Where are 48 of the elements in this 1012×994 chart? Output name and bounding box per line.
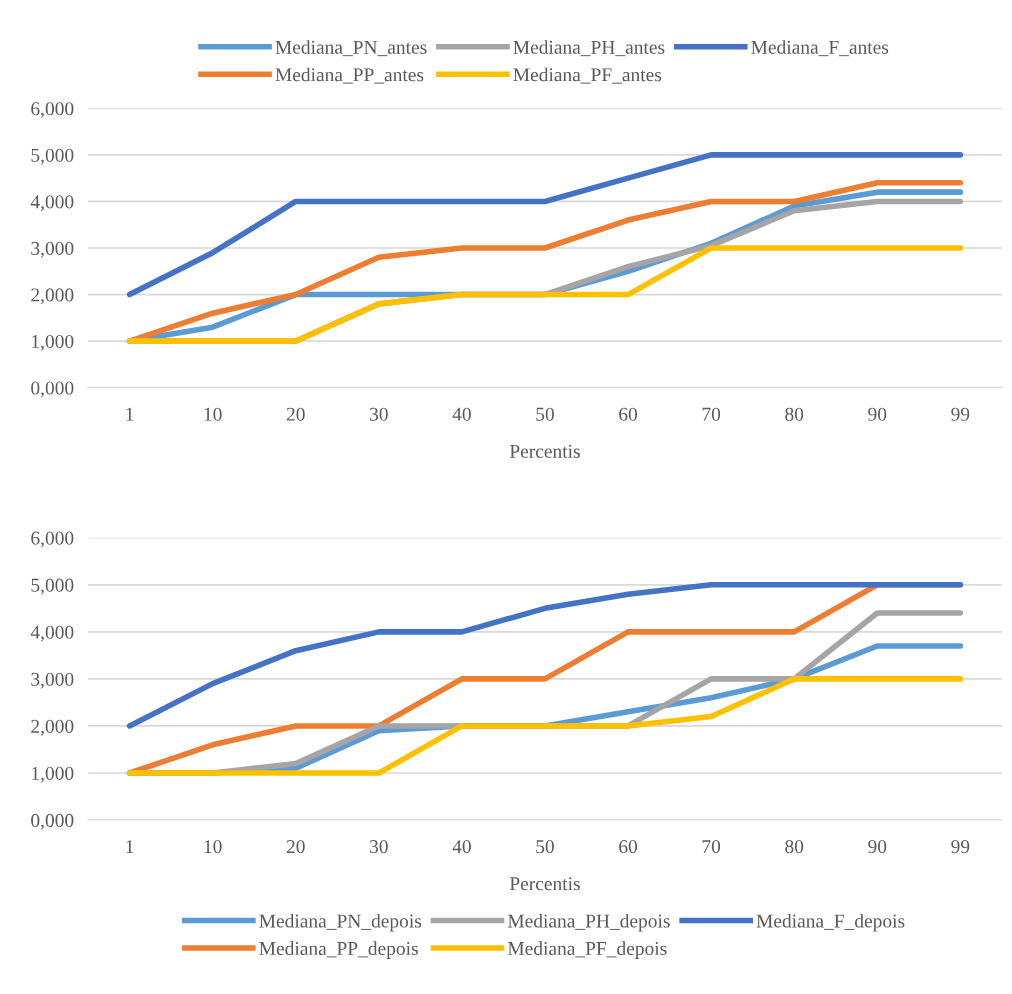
legend-label: Mediana_F_antes: [751, 40, 889, 57]
legend-label: Mediana_PF_depois: [507, 941, 667, 959]
legend-label: Mediana_F_depois: [756, 913, 905, 932]
x-tick-label: 60: [619, 840, 638, 854]
legend-label: Mediana_PH_depois: [507, 913, 670, 932]
y-tick-label: 0,000: [31, 381, 74, 398]
legend-label: Mediana_PH_antes: [513, 40, 665, 57]
y-tick-label: 1,000: [32, 766, 74, 783]
legend-label: Mediana_PP_antes: [275, 67, 424, 84]
x-tick-label: 40: [452, 407, 471, 421]
legend-label: Mediana_PN_depois: [259, 913, 422, 932]
y-tick-label: 3,000: [31, 672, 74, 689]
x-tick-label: 10: [204, 407, 222, 421]
x-tick-label: 30: [370, 840, 388, 854]
x-tick-label: 99: [951, 407, 970, 421]
y-tick-label: 6,000: [31, 531, 74, 548]
x-tick-label: 1: [126, 407, 134, 421]
x-tick-label: 60: [619, 407, 638, 421]
x-tick-label: 90: [868, 407, 887, 421]
x-tick-label: 80: [785, 840, 804, 854]
y-tick-label: 3,000: [31, 241, 74, 258]
x-tick-label: 80: [785, 407, 804, 421]
y-tick-label: 2,000: [31, 719, 74, 736]
legend-label: Mediana_PP_depois: [259, 941, 418, 959]
y-tick-label: 5,000: [31, 578, 74, 595]
x-axis-title: Percentis: [509, 877, 580, 891]
x-axis-title: Percentis: [509, 444, 580, 458]
legend-label: Mediana_PF_antes: [513, 67, 662, 84]
x-tick-label: 40: [452, 840, 471, 854]
y-tick-label: 5,000: [31, 148, 74, 165]
x-tick-label: 1: [126, 840, 134, 853]
x-tick-label: 10: [204, 840, 222, 854]
x-tick-label: 30: [370, 407, 388, 421]
x-tick-label: 70: [702, 840, 721, 854]
x-tick-label: 20: [286, 407, 305, 421]
y-tick-label: 2,000: [31, 288, 74, 305]
legend-label: Mediana_PN_antes: [275, 40, 427, 57]
x-tick-label: 90: [868, 840, 887, 854]
y-tick-label: 4,000: [30, 625, 74, 642]
x-tick-label: 70: [702, 407, 721, 421]
x-tick-label: 50: [536, 407, 554, 421]
y-tick-label: 4,000: [30, 195, 74, 212]
y-tick-label: 1,000: [32, 334, 74, 351]
x-tick-label: 99: [951, 840, 970, 854]
x-tick-label: 50: [536, 840, 554, 854]
y-tick-label: 0,000: [31, 813, 74, 830]
x-tick-label: 20: [286, 840, 305, 854]
y-tick-label: 6,000: [31, 102, 74, 119]
